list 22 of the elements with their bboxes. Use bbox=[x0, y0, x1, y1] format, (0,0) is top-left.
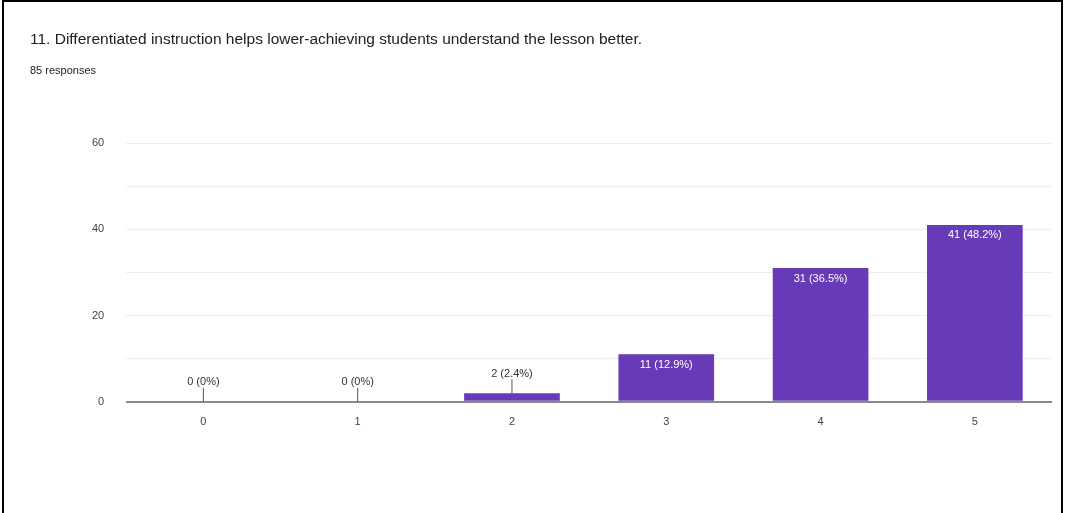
x-tick-label: 5 bbox=[971, 415, 978, 428]
data-label: 2 (2.4%) bbox=[491, 366, 533, 379]
bar bbox=[464, 393, 560, 401]
y-tick-label: 20 bbox=[91, 308, 105, 321]
y-tick-label: 60 bbox=[91, 136, 105, 149]
data-label: 31 (36.5%) bbox=[793, 271, 848, 284]
bar bbox=[927, 224, 1023, 401]
chart-subtitle: 85 responses bbox=[30, 64, 97, 76]
y-tick-label: 40 bbox=[91, 222, 105, 235]
bar bbox=[618, 354, 715, 401]
data-label: 41 (48.2%) bbox=[947, 228, 1002, 241]
x-tick-label: 2 bbox=[508, 415, 516, 428]
y-tick-label: 0 bbox=[98, 394, 105, 407]
bar bbox=[772, 268, 869, 401]
x-tick-label: 4 bbox=[817, 415, 824, 428]
data-label: 0 (0%) bbox=[341, 375, 374, 388]
chart-title: 11. Differentiated instruction helps lower-achieving students understand the lesson better. bbox=[30, 30, 643, 48]
data-label: 11 (12.9%) bbox=[639, 357, 693, 370]
x-tick-label: 0 bbox=[200, 415, 207, 428]
x-tick-label: 3 bbox=[663, 415, 670, 428]
x-tick-label: 1 bbox=[354, 415, 361, 428]
data-label: 0 (0%) bbox=[187, 375, 220, 388]
